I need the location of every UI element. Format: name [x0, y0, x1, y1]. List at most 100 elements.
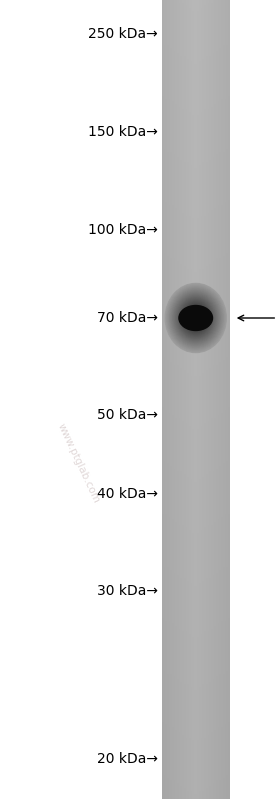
Bar [220, 256, 221, 259]
Bar [184, 463, 186, 467]
Bar [201, 506, 202, 510]
Bar [228, 229, 230, 233]
Bar [201, 240, 202, 243]
Bar [214, 46, 216, 49]
Bar [172, 352, 174, 355]
Bar [213, 791, 214, 794]
Bar [191, 583, 192, 586]
Bar [172, 589, 174, 592]
Bar [223, 365, 225, 368]
Bar [194, 333, 196, 336]
Bar [211, 517, 213, 520]
Bar [220, 378, 221, 382]
Bar [218, 352, 220, 355]
Bar [228, 735, 230, 738]
Bar [187, 418, 189, 422]
Bar [196, 757, 197, 760]
Bar [184, 565, 186, 568]
Bar [196, 685, 197, 688]
Ellipse shape [186, 307, 206, 329]
Bar [209, 90, 211, 94]
Bar [207, 80, 209, 83]
Bar [202, 431, 204, 435]
Bar [184, 777, 186, 781]
Bar [189, 184, 191, 187]
Bar [206, 695, 207, 698]
Bar [197, 232, 199, 235]
Bar [199, 674, 201, 678]
Bar [220, 498, 221, 502]
Bar [167, 349, 169, 352]
Bar [169, 674, 170, 678]
Bar [165, 682, 167, 686]
Bar [174, 453, 175, 456]
Bar [192, 463, 194, 467]
Bar [182, 96, 184, 99]
Bar [181, 168, 182, 171]
Bar [175, 22, 177, 25]
Bar [169, 70, 170, 73]
Bar [169, 370, 170, 374]
Bar [181, 679, 182, 682]
Bar [181, 423, 182, 427]
Bar [207, 197, 209, 201]
Bar [165, 253, 167, 256]
Bar [213, 253, 214, 256]
Bar [169, 549, 170, 552]
Bar [204, 32, 206, 35]
Bar [165, 261, 167, 264]
Bar [167, 533, 169, 536]
Bar [177, 85, 179, 89]
Bar [207, 365, 209, 368]
Bar [226, 277, 228, 280]
Bar [201, 538, 202, 542]
Bar [206, 783, 207, 786]
Bar [186, 469, 187, 472]
Bar [209, 485, 211, 488]
Bar [199, 234, 201, 238]
Bar [211, 721, 213, 725]
Bar [177, 437, 179, 440]
Bar [197, 186, 199, 190]
Bar [223, 541, 225, 544]
Bar [204, 729, 206, 733]
Bar [167, 785, 169, 789]
Bar [189, 64, 191, 67]
Bar [186, 685, 187, 688]
Bar [177, 301, 179, 304]
Bar [179, 224, 181, 227]
Bar [177, 165, 179, 169]
Bar [169, 298, 170, 302]
Bar [194, 541, 196, 544]
Bar [216, 154, 218, 158]
Bar [218, 248, 220, 251]
Bar [162, 538, 230, 542]
Bar [196, 546, 197, 550]
Bar [197, 34, 199, 38]
Bar [220, 761, 221, 765]
Bar [179, 741, 181, 744]
Bar [223, 232, 225, 235]
Bar [181, 261, 182, 264]
Bar [199, 711, 201, 714]
Bar [177, 407, 179, 411]
Bar [169, 248, 170, 251]
Bar [177, 30, 179, 33]
Bar [182, 653, 184, 656]
Bar [197, 80, 199, 83]
Bar [169, 8, 170, 11]
Bar [187, 274, 189, 278]
Bar [187, 737, 189, 741]
Bar [197, 18, 199, 22]
Bar [196, 455, 197, 459]
Bar [209, 543, 211, 547]
Bar [211, 298, 213, 302]
Bar [169, 442, 170, 446]
Bar [213, 282, 214, 286]
Bar [175, 93, 177, 97]
Bar [162, 221, 230, 225]
Bar [184, 200, 186, 203]
Bar [225, 152, 226, 155]
Bar [201, 637, 202, 640]
Bar [181, 647, 182, 650]
